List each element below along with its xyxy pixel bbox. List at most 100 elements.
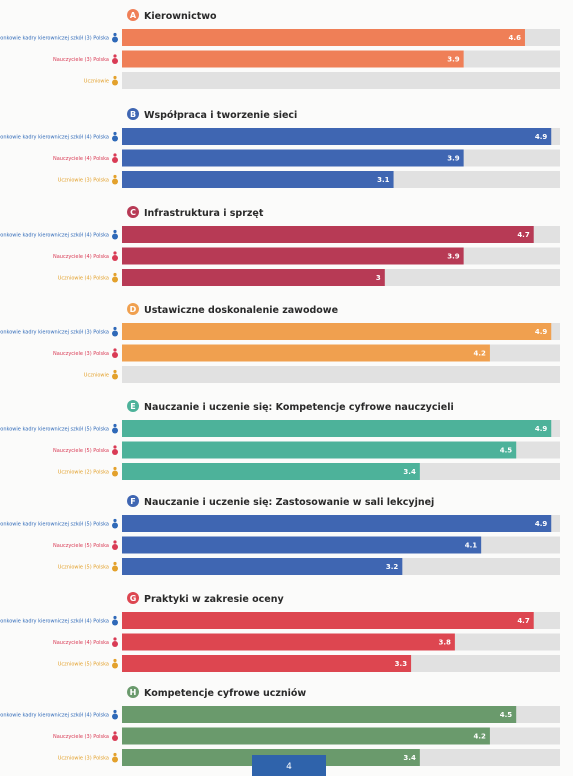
person-icon: [113, 658, 117, 663]
section-e: E Nauczanie i uczenie się: Kompetencje cy…: [0, 400, 560, 480]
bar: [122, 655, 412, 672]
section-title: Kierownictwo: [144, 11, 217, 22]
bar: [122, 149, 464, 167]
row-label: Nauczyciele (4) Polska: [53, 254, 109, 260]
person-icon-body: [112, 233, 118, 240]
value-label: 3.3: [395, 660, 408, 668]
section-f: F Nauczanie i uczenie się: Zastosowanie w…: [0, 495, 560, 575]
person-icon-body: [112, 641, 118, 647]
row-label: Członkowie kadry kierowniczej szkół (4) …: [0, 232, 109, 239]
person-icon: [113, 153, 117, 157]
bar: [122, 171, 394, 188]
bar: [122, 515, 552, 532]
bar: [122, 247, 464, 265]
person-icon-body: [112, 449, 118, 455]
person-icon-body: [112, 756, 118, 763]
section-badge-letter: G: [130, 594, 137, 603]
section-badge-letter: D: [130, 305, 137, 314]
row-label: Członkowie kadry kierowniczej szkół (4) …: [0, 712, 109, 719]
value-label: 4.2: [474, 350, 487, 358]
row-label: Członkowie kadry kierowniczej szkół (5) …: [0, 426, 109, 433]
person-icon-body: [112, 735, 118, 741]
person-icon-body: [112, 79, 118, 86]
row-label: Członkowie kadry kierowniczej szkół (5) …: [0, 521, 109, 528]
person-icon: [113, 752, 117, 757]
bar: [122, 29, 525, 46]
row-label: Nauczyciele (3) Polska: [53, 57, 109, 63]
section-badge-letter: C: [130, 208, 136, 217]
person-icon-body: [112, 619, 118, 626]
section-g: G Praktyki w zakresie oceny Członkowie kad…: [0, 592, 560, 672]
row-label: Uczniowie (5) Polska: [58, 565, 109, 571]
value-label: 3.1: [377, 176, 390, 184]
person-icon: [113, 75, 117, 80]
person-icon-body: [112, 135, 118, 142]
row-label: Uczniowie (4) Polska: [58, 276, 109, 282]
person-icon: [113, 637, 117, 641]
value-label: 4.1: [465, 542, 478, 550]
bar: [122, 612, 534, 629]
person-icon: [113, 445, 117, 449]
person-icon-body: [112, 522, 118, 529]
section-badge-letter: E: [130, 402, 135, 411]
row-label: Członkowie kadry kierowniczej szkół (4) …: [0, 134, 109, 141]
person-icon-body: [112, 470, 118, 477]
section-badge-letter: F: [130, 497, 135, 506]
person-icon: [113, 709, 117, 714]
value-label: 4.6: [509, 34, 522, 42]
bar: [122, 50, 464, 68]
person-icon-body: [112, 427, 118, 434]
person-icon: [113, 272, 117, 277]
bar: [122, 128, 552, 145]
person-icon-body: [112, 58, 118, 64]
section-b: B Współpraca i tworzenie sieci Członkowie …: [0, 108, 560, 188]
section-c: C Infrastruktura i sprzęt Członkowie kadry…: [0, 206, 560, 286]
section-a: A Kierownictwo Członkowie kadry kierownicz…: [0, 9, 560, 89]
section-d: D Ustawiczne doskonalenie zawodowe Członko…: [0, 303, 560, 383]
bar-track: [122, 72, 560, 89]
bar: [122, 344, 490, 362]
bar: [122, 269, 385, 286]
value-label: 3.8: [438, 639, 451, 647]
person-icon: [113, 518, 117, 523]
section-badge: [127, 9, 139, 21]
row-label: Uczniowie (5) Polska: [58, 662, 109, 668]
row-label: Nauczyciele (3) Polska: [53, 351, 109, 357]
row-label: Nauczyciele (5) Polska: [53, 448, 109, 454]
section-title: Infrastruktura i sprzęt: [144, 208, 264, 219]
section-badge: [127, 303, 139, 315]
person-icon: [113, 423, 117, 428]
bar: [122, 441, 517, 459]
person-icon: [113, 174, 117, 179]
row-label: Członkowie kadry kierowniczej szkół (3) …: [0, 329, 109, 336]
person-icon-body: [112, 352, 118, 358]
person-icon: [113, 229, 117, 234]
value-label: 4.9: [535, 328, 548, 336]
section-badge: [127, 400, 139, 412]
value-label: 4.9: [535, 425, 548, 433]
person-icon: [113, 731, 117, 735]
row-label: Nauczyciele (4) Polska: [53, 156, 109, 162]
section-badge: [127, 686, 139, 698]
value-label: 4.7: [517, 231, 530, 239]
value-label: 4.5: [500, 711, 513, 719]
bar: [122, 633, 455, 651]
value-label: 3.2: [386, 563, 399, 571]
row-label: Uczniowie (2) Polska: [58, 470, 109, 476]
bar: [122, 706, 517, 723]
row-label: Nauczyciele (5) Polska: [53, 543, 109, 549]
row-label: Członkowie kadry kierowniczej szkół (3) …: [0, 35, 109, 42]
section-badge-letter: B: [130, 110, 136, 119]
section-title: Współpraca i tworzenie sieci: [144, 110, 297, 121]
person-icon-body: [112, 330, 118, 337]
section-title: Nauczanie i uczenie się: Kompetencje cyf…: [144, 402, 454, 413]
bar: [122, 323, 552, 340]
person-icon-body: [112, 255, 118, 261]
value-label: 3.4: [403, 468, 416, 476]
value-label: 3.9: [447, 56, 460, 64]
person-icon: [113, 466, 117, 471]
bar: [122, 558, 403, 575]
bar: [122, 420, 552, 437]
section-h: H Kompetencje cyfrowe uczniów Członkowie k…: [0, 686, 560, 766]
